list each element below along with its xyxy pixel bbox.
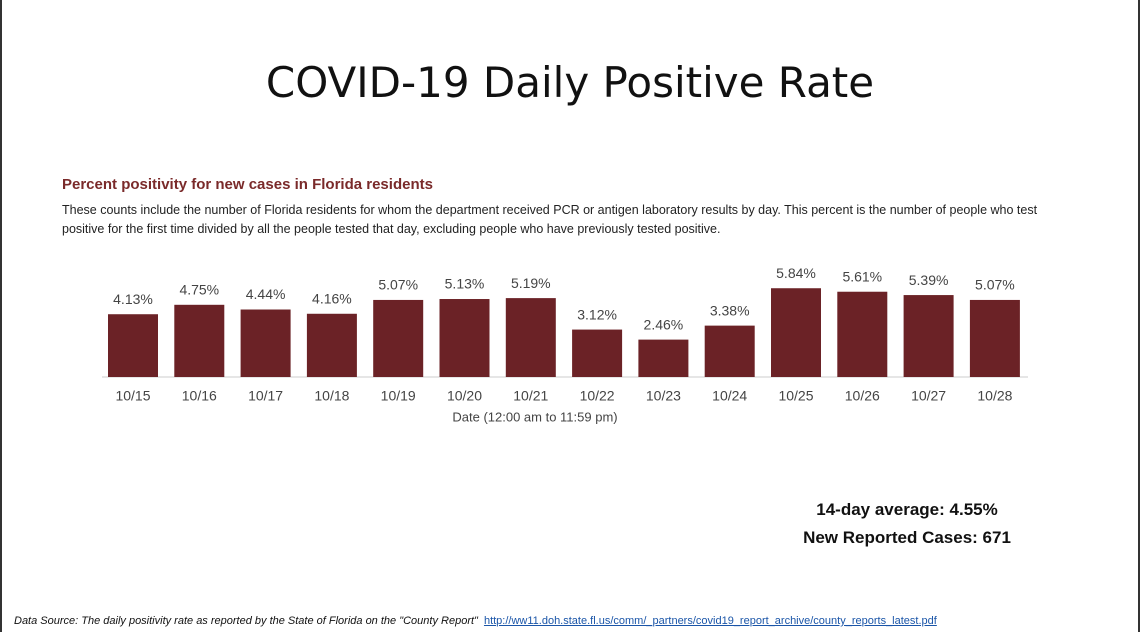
value-label: 5.19% [511,275,551,291]
value-label: 5.07% [975,277,1015,293]
bar [373,299,424,377]
bar [837,291,888,377]
bar [969,299,1020,377]
x-tick-label: 10/24 [712,388,747,404]
x-tick-label: 10/28 [977,388,1012,404]
chart-subtitle: These counts include the number of Flori… [62,203,1038,236]
value-label: 5.84% [776,265,816,281]
x-axis-label: Date (12:00 am to 11:59 pm) [452,409,617,424]
x-tick-label: 10/18 [314,388,349,404]
bar [439,299,490,377]
chart: 4.13% 10/15 4.75% 10/16 4.44% 10/17 4.16% 10/18… [102,265,1028,424]
value-label: 5.61% [842,268,882,284]
x-tick-label: 10/26 [845,388,880,404]
bar [638,339,689,377]
bar [240,309,291,377]
source-text: Data Source: The daily positivity rate a… [14,615,478,627]
value-label: 5.07% [378,277,418,293]
summary-line: 14-day average: 4.55% [816,500,998,519]
value-label: 4.13% [113,291,153,307]
source-link[interactable]: http://ww11.doh.state.fl.us/comm/_partne… [483,615,937,627]
x-tick-label: 10/19 [381,388,416,404]
source: Data Source: The daily positivity rate a… [14,615,937,627]
x-tick-label: 10/15 [115,388,150,404]
value-label: 3.12% [577,306,617,322]
summary: 14-day average: 4.55% New Reported Cases… [772,496,1042,552]
x-tick-label: 10/22 [580,388,615,404]
bar [771,288,821,377]
x-tick-label: 10/16 [182,388,217,404]
slide-title: COVID-19 Daily Positive Rate [265,58,875,107]
x-tick-label: 10/25 [778,388,813,404]
summary-line: New Reported Cases: 671 [803,528,1011,547]
x-tick-label: 10/21 [513,388,548,404]
x-tick-label: 10/17 [248,388,283,404]
bar [903,295,954,377]
value-label: 4.75% [179,282,219,298]
bar [704,325,755,377]
x-tick-label: 10/20 [447,388,482,404]
bar [108,314,158,377]
bar [505,298,556,377]
x-tick-label: 10/23 [646,388,681,404]
value-label: 4.44% [246,286,286,302]
value-label: 4.16% [312,290,352,306]
x-tick-label: 10/27 [911,388,946,404]
value-label: 5.13% [445,276,485,292]
bar [174,304,225,377]
value-label: 5.39% [909,272,949,288]
value-label: 3.38% [710,302,750,318]
chart-title: Percent positivity for new cases in Flor… [62,176,433,193]
bar [572,329,623,377]
bar [306,313,357,377]
value-label: 2.46% [644,316,684,332]
